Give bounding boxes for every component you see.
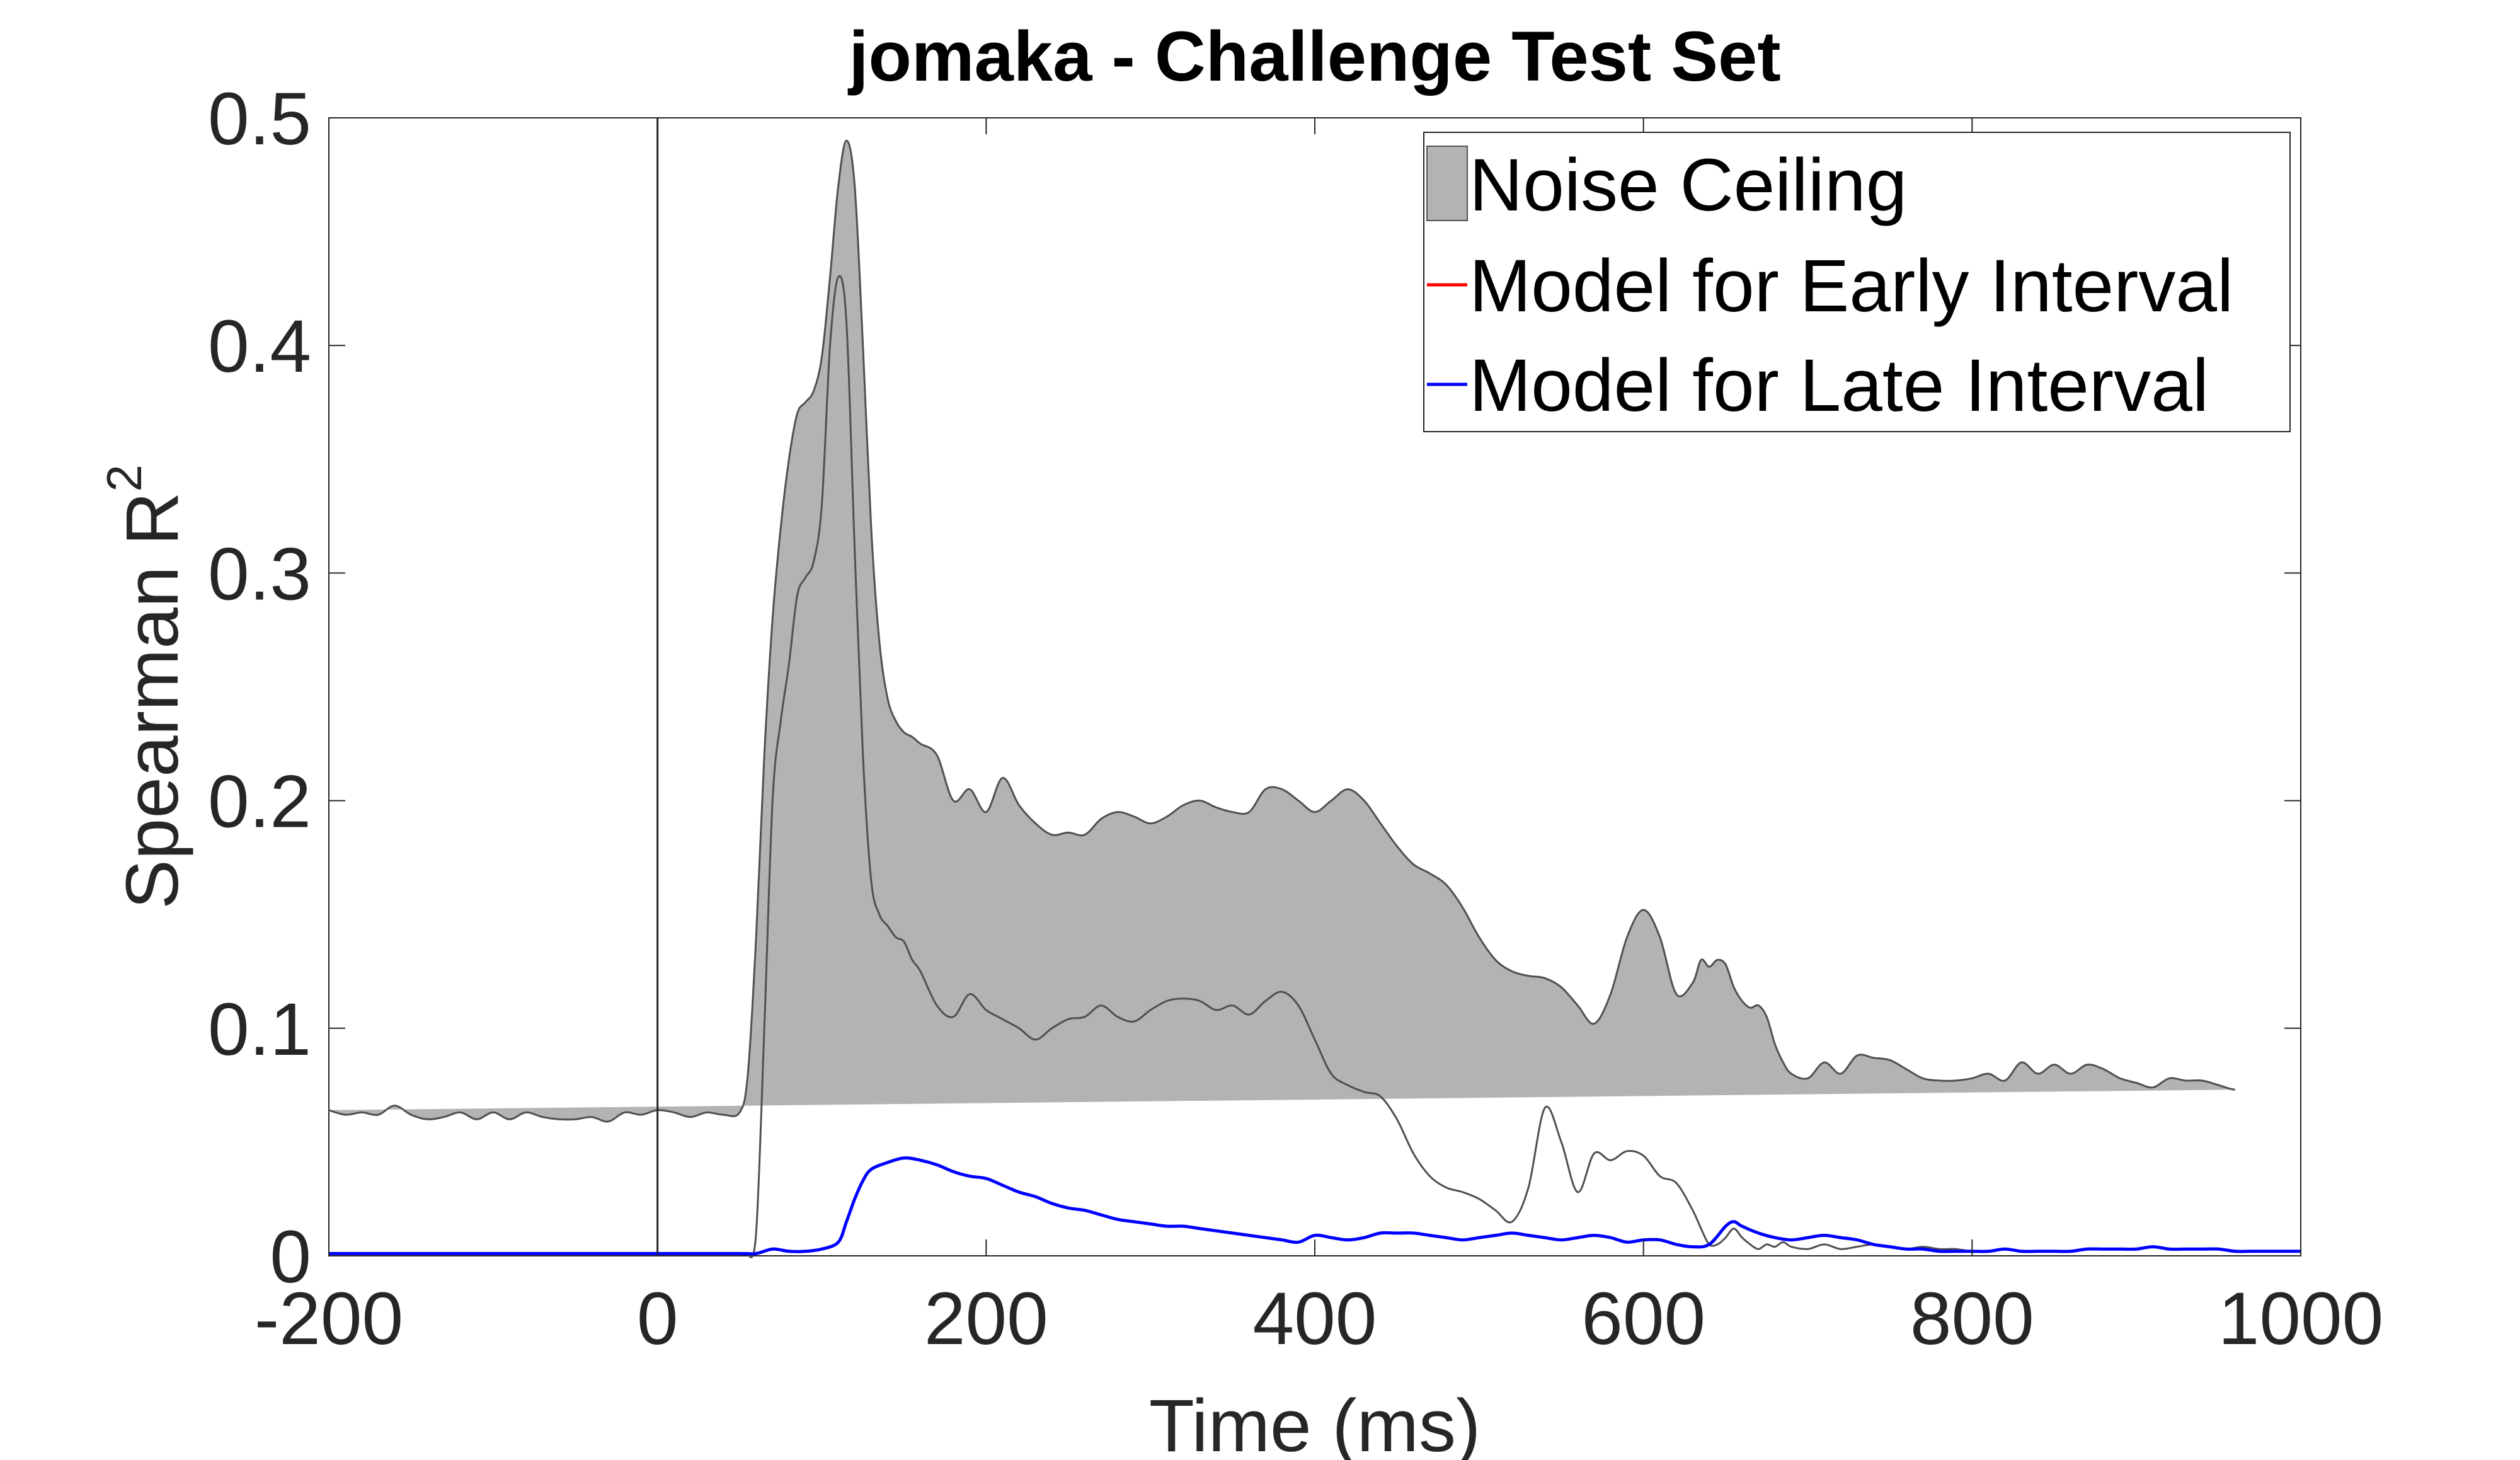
x-tick-label: 400 (1253, 1277, 1377, 1360)
model-late-interval-line (329, 1156, 2301, 1256)
noise-ceiling-lower-edge (747, 275, 1973, 1258)
y-axis-label-group: Spearman R2 (96, 464, 194, 909)
svg-text:Spearman R2: Spearman R2 (96, 464, 194, 909)
x-tick-label: 1000 (2218, 1277, 2384, 1360)
y-tick-label: 0 (270, 1216, 311, 1299)
legend-late-label: Model for Late Interval (1469, 344, 2209, 427)
legend-box (1423, 132, 2291, 432)
y-tick-label: 0.5 (208, 78, 311, 161)
noise-ceiling-upper-edge (328, 139, 2235, 1123)
legend: Noise Ceiling Model for Early Interval M… (1423, 132, 2291, 432)
y-tick-label: 0.4 (208, 305, 311, 388)
x-tick-label: 200 (924, 1277, 1048, 1360)
x-tick-label: 800 (1910, 1277, 2034, 1360)
legend-noise-ceiling-label: Noise Ceiling (1469, 144, 1907, 227)
y-axis-label: Spearman R (111, 491, 194, 909)
noise-ceiling-band (329, 141, 2235, 1122)
y-axis-label-superscript: 2 (96, 464, 152, 491)
y-tick-label: 0.2 (208, 761, 311, 844)
y-tick-label: 0.1 (208, 988, 311, 1071)
chart-title: jomaka - Challenge Test Set (847, 17, 1780, 96)
x-axis-label: Time (ms) (1149, 1384, 1481, 1460)
legend-early-label: Model for Early Interval (1469, 244, 2233, 328)
x-tick-label: -200 (255, 1277, 403, 1360)
x-tick-label: 0 (637, 1277, 679, 1360)
legend-noise-ceiling-swatch (1426, 146, 1468, 221)
y-tick-label: 0.3 (208, 532, 311, 616)
x-tick-label: 600 (1581, 1277, 1705, 1360)
